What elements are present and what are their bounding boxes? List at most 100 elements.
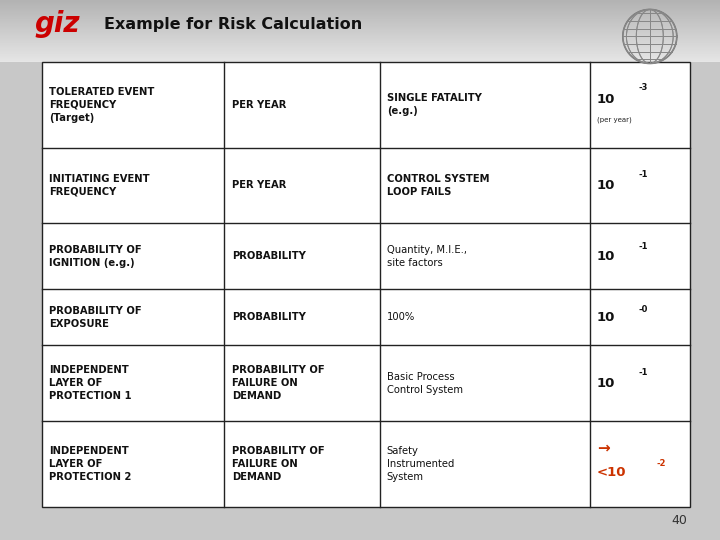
Bar bbox=[0, 11, 720, 12]
Text: -1: -1 bbox=[639, 170, 649, 179]
Bar bbox=[0, 2, 720, 3]
Bar bbox=[379, 346, 590, 421]
Bar bbox=[0, 41, 720, 42]
Bar bbox=[0, 31, 720, 32]
Text: Quantity, M.I.E.,
site factors: Quantity, M.I.E., site factors bbox=[387, 245, 467, 268]
Bar bbox=[0, 28, 720, 29]
Bar bbox=[590, 62, 690, 147]
Bar bbox=[0, 37, 720, 38]
Text: -1: -1 bbox=[639, 242, 649, 252]
Bar bbox=[225, 223, 379, 289]
Bar bbox=[0, 26, 720, 27]
Text: Basic Process
Control System: Basic Process Control System bbox=[387, 372, 463, 395]
Bar bbox=[42, 223, 225, 289]
Bar bbox=[0, 0, 720, 1]
Text: 10: 10 bbox=[597, 179, 616, 192]
Bar bbox=[0, 10, 720, 11]
Bar bbox=[0, 59, 720, 60]
Bar bbox=[0, 46, 720, 48]
Text: -1: -1 bbox=[639, 368, 649, 377]
Text: 10: 10 bbox=[597, 93, 616, 106]
Bar bbox=[0, 17, 720, 18]
Bar bbox=[0, 7, 720, 8]
Text: PER YEAR: PER YEAR bbox=[232, 180, 286, 191]
Bar bbox=[0, 40, 720, 41]
Bar bbox=[42, 421, 225, 507]
Bar bbox=[0, 22, 720, 23]
Text: PROBABILITY OF
FAILURE ON
DEMAND: PROBABILITY OF FAILURE ON DEMAND bbox=[232, 366, 324, 401]
Text: 100%: 100% bbox=[387, 312, 415, 322]
Bar bbox=[590, 421, 690, 507]
Text: PROBABILITY: PROBABILITY bbox=[232, 312, 305, 322]
Text: INDEPENDENT
LAYER OF
PROTECTION 2: INDEPENDENT LAYER OF PROTECTION 2 bbox=[49, 446, 131, 482]
Bar bbox=[0, 9, 720, 10]
Text: -2: -2 bbox=[657, 460, 667, 468]
Text: 10: 10 bbox=[597, 377, 616, 390]
Text: TOLERATED EVENT
FREQUENCY
(Target): TOLERATED EVENT FREQUENCY (Target) bbox=[49, 87, 154, 123]
Text: PER YEAR: PER YEAR bbox=[232, 100, 286, 110]
Bar bbox=[0, 24, 720, 25]
Bar bbox=[225, 346, 379, 421]
Bar bbox=[0, 27, 720, 28]
Bar bbox=[0, 48, 720, 49]
Bar bbox=[0, 44, 720, 45]
Text: PROBABILITY OF
EXPOSURE: PROBABILITY OF EXPOSURE bbox=[49, 306, 142, 329]
Bar bbox=[225, 289, 379, 346]
Bar bbox=[0, 32, 720, 33]
Bar bbox=[42, 62, 690, 507]
Text: →: → bbox=[597, 441, 610, 456]
Bar bbox=[379, 147, 590, 223]
Bar bbox=[590, 147, 690, 223]
Bar bbox=[0, 6, 720, 7]
Bar bbox=[0, 43, 720, 44]
Bar bbox=[379, 62, 590, 147]
Bar bbox=[0, 4, 720, 5]
Bar bbox=[0, 35, 720, 36]
Bar bbox=[379, 421, 590, 507]
Bar bbox=[590, 346, 690, 421]
Bar bbox=[0, 45, 720, 46]
Bar bbox=[0, 49, 720, 50]
Bar bbox=[42, 346, 225, 421]
Text: CONTROL SYSTEM
LOOP FAILS: CONTROL SYSTEM LOOP FAILS bbox=[387, 174, 490, 197]
Text: SINGLE FATALITY
(e.g.): SINGLE FATALITY (e.g.) bbox=[387, 93, 482, 116]
Text: 40: 40 bbox=[672, 514, 688, 526]
Bar bbox=[0, 23, 720, 24]
Bar bbox=[0, 34, 720, 35]
Bar bbox=[225, 421, 379, 507]
Text: -0: -0 bbox=[639, 305, 648, 314]
Bar bbox=[0, 50, 720, 51]
Bar bbox=[590, 289, 690, 346]
Bar bbox=[0, 58, 720, 59]
Text: INDEPENDENT
LAYER OF
PROTECTION 1: INDEPENDENT LAYER OF PROTECTION 1 bbox=[49, 366, 132, 401]
Bar bbox=[42, 62, 225, 147]
Bar bbox=[0, 55, 720, 56]
Bar bbox=[590, 223, 690, 289]
Text: PROBABILITY OF
IGNITION (e.g.): PROBABILITY OF IGNITION (e.g.) bbox=[49, 245, 142, 268]
Bar bbox=[42, 289, 225, 346]
Bar bbox=[0, 3, 720, 4]
Bar bbox=[0, 53, 720, 55]
Bar bbox=[0, 18, 720, 19]
Bar bbox=[0, 29, 720, 30]
Text: giz: giz bbox=[35, 10, 80, 38]
Bar bbox=[0, 5, 720, 6]
Text: PROBABILITY OF
FAILURE ON
DEMAND: PROBABILITY OF FAILURE ON DEMAND bbox=[232, 446, 324, 482]
Bar bbox=[0, 12, 720, 13]
Text: <10: <10 bbox=[597, 466, 626, 479]
Text: Example for Risk Calculation: Example for Risk Calculation bbox=[104, 17, 363, 32]
Bar bbox=[0, 33, 720, 34]
Bar bbox=[0, 43, 720, 44]
Bar bbox=[0, 1, 720, 2]
Text: PROBABILITY: PROBABILITY bbox=[232, 251, 305, 261]
Text: 10: 10 bbox=[597, 311, 616, 324]
Bar bbox=[0, 36, 720, 37]
Bar bbox=[0, 60, 720, 62]
Bar bbox=[0, 13, 720, 14]
Text: (per year): (per year) bbox=[597, 117, 631, 124]
Bar bbox=[225, 147, 379, 223]
Bar bbox=[379, 289, 590, 346]
Bar bbox=[225, 62, 379, 147]
Text: INITIATING EVENT
FREQUENCY: INITIATING EVENT FREQUENCY bbox=[49, 174, 150, 197]
Bar bbox=[0, 57, 720, 58]
